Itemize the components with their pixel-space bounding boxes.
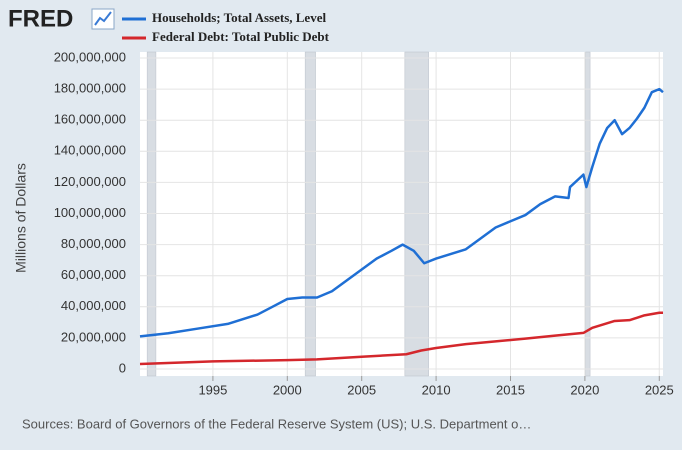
- y-tick-label: 40,000,000: [61, 298, 126, 313]
- x-tick-label: 2020: [570, 382, 599, 397]
- x-tick-label: 1995: [198, 382, 227, 397]
- y-tick-label: 140,000,000: [54, 143, 126, 158]
- y-tick-label: 0: [119, 360, 126, 375]
- y-tick-label: 60,000,000: [61, 267, 126, 282]
- legend-label: Federal Debt: Total Public Debt: [152, 29, 330, 44]
- x-tick-label: 2005: [347, 382, 376, 397]
- y-axis-label: Millions of Dollars: [13, 163, 29, 273]
- y-tick-label: 120,000,000: [54, 174, 126, 189]
- series-line: [139, 87, 664, 338]
- x-tick-label: 2010: [422, 382, 451, 397]
- y-tick-label: 20,000,000: [61, 329, 126, 344]
- y-tick-label: 180,000,000: [54, 81, 126, 96]
- y-tick-label: 80,000,000: [61, 236, 126, 251]
- logo-icon: [91, 8, 115, 30]
- legend-label: Households; Total Assets, Level: [152, 10, 326, 25]
- logo: FRED: [8, 5, 73, 32]
- source-note: Sources: Board of Governors of the Feder…: [22, 416, 531, 431]
- x-tick-label: 2015: [496, 382, 525, 397]
- x-tick-label: 2025: [645, 382, 674, 397]
- x-tick-label: 2000: [273, 382, 302, 397]
- y-tick-label: 100,000,000: [54, 205, 126, 220]
- y-tick-label: 160,000,000: [54, 112, 126, 127]
- y-tick-label: 200,000,000: [54, 49, 126, 64]
- series-line: [139, 311, 663, 366]
